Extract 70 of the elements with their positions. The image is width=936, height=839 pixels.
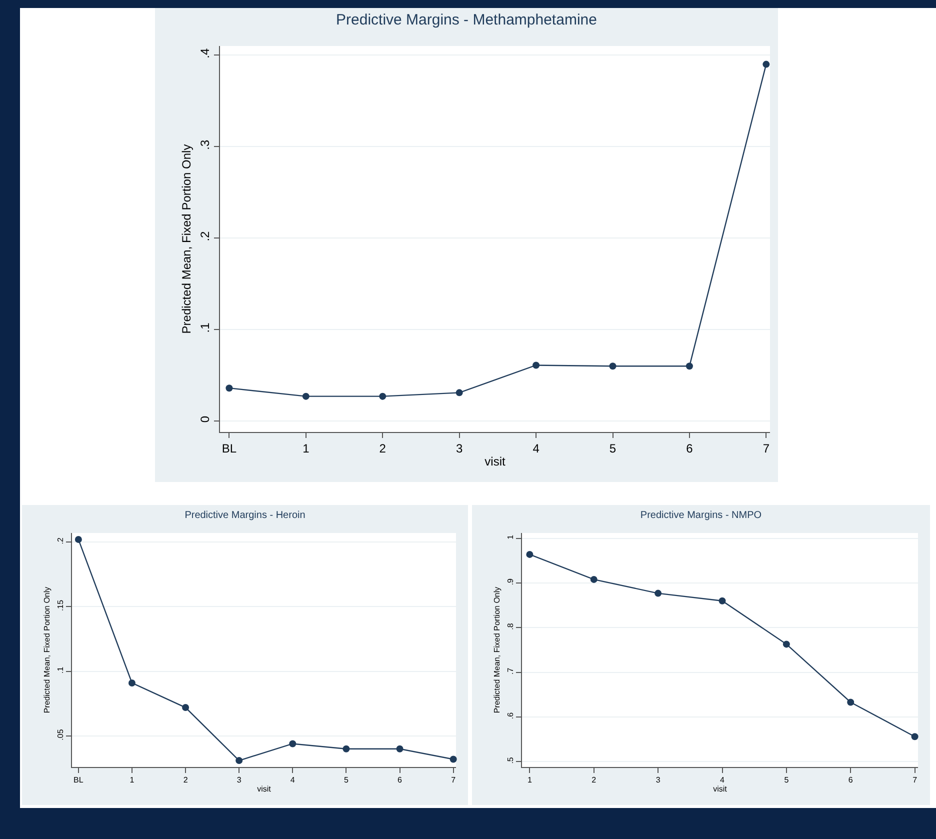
point xyxy=(847,698,854,706)
point xyxy=(236,757,243,764)
point xyxy=(532,362,540,369)
x-tick-label: 3 xyxy=(656,776,661,785)
y-tick-label: 1 xyxy=(506,534,515,540)
chart-title: Predictive Margins - NMPO xyxy=(640,510,762,521)
x-tick-label: 2 xyxy=(592,776,597,785)
x-tick-label: BL xyxy=(222,441,237,456)
x-tick-label: 7 xyxy=(912,776,918,785)
x-tick-label: 4 xyxy=(720,776,726,785)
point xyxy=(911,733,918,740)
point xyxy=(450,756,457,763)
x-tick-label: 2 xyxy=(379,441,386,456)
y-tick-label: .8 xyxy=(506,622,515,630)
point xyxy=(718,597,726,604)
x-tick-label: 7 xyxy=(451,776,456,785)
y-tick-label: .7 xyxy=(506,667,515,674)
chart-title: Predictive Margins - Methamphetamine xyxy=(336,12,597,28)
x-tick-label: BL xyxy=(74,776,84,785)
point xyxy=(609,362,616,370)
y-tick-label: .1 xyxy=(56,666,65,674)
point xyxy=(654,590,662,597)
x-tick-label: 4 xyxy=(532,441,540,456)
y-tick-label: .1 xyxy=(198,322,212,333)
x-tick-label: 6 xyxy=(398,776,403,785)
point xyxy=(226,384,233,392)
point xyxy=(128,679,136,686)
point xyxy=(526,550,534,558)
point xyxy=(782,640,790,648)
point xyxy=(590,576,598,583)
x-tick-label: 3 xyxy=(456,441,463,456)
x-tick-label: 2 xyxy=(183,776,188,785)
y-tick-label: .05 xyxy=(56,728,65,740)
point xyxy=(762,60,770,68)
point xyxy=(342,745,350,752)
y-tick-label: .2 xyxy=(198,230,212,242)
x-tick-label: 4 xyxy=(290,776,296,785)
y-tick-label: .15 xyxy=(56,599,65,612)
x-axis-title: visit xyxy=(257,784,272,794)
y-tick-label: .4 xyxy=(198,48,212,58)
chart-title: Predictive Margins - Heroin xyxy=(184,510,306,521)
x-axis-title: visit xyxy=(484,454,506,468)
point xyxy=(456,389,463,396)
x-tick-label: 1 xyxy=(302,441,310,456)
y-tick-label: .2 xyxy=(56,536,65,544)
x-tick-label: 1 xyxy=(130,776,135,785)
y-tick-label: .9 xyxy=(506,578,515,586)
point xyxy=(289,740,296,748)
point xyxy=(686,362,693,370)
point xyxy=(182,704,190,712)
y-tick-label: .5 xyxy=(506,756,515,764)
x-tick-label: 1 xyxy=(527,776,532,785)
y-tick-label: .6 xyxy=(506,712,515,720)
point xyxy=(379,392,386,400)
point xyxy=(396,745,404,752)
y-tick-label: 0 xyxy=(198,416,212,423)
point xyxy=(74,536,82,543)
x-tick-label: 5 xyxy=(344,776,349,785)
y-axis-title: Predicted Mean, Fixed Portion Only xyxy=(42,586,52,714)
x-axis-title: visit xyxy=(713,784,728,794)
x-tick-label: 6 xyxy=(848,776,854,785)
y-axis-title: Predicted Mean, Fixed Portion Only xyxy=(180,144,194,334)
x-tick-label: 7 xyxy=(762,441,770,456)
x-tick-label: 3 xyxy=(236,776,242,785)
y-tick-label: .3 xyxy=(198,139,212,150)
y-axis-title: Predicted Mean, Fixed Portion Only xyxy=(492,586,502,714)
point xyxy=(302,392,310,400)
x-tick-label: 5 xyxy=(609,441,616,456)
x-tick-label: 5 xyxy=(784,776,790,785)
x-tick-label: 6 xyxy=(686,441,694,456)
